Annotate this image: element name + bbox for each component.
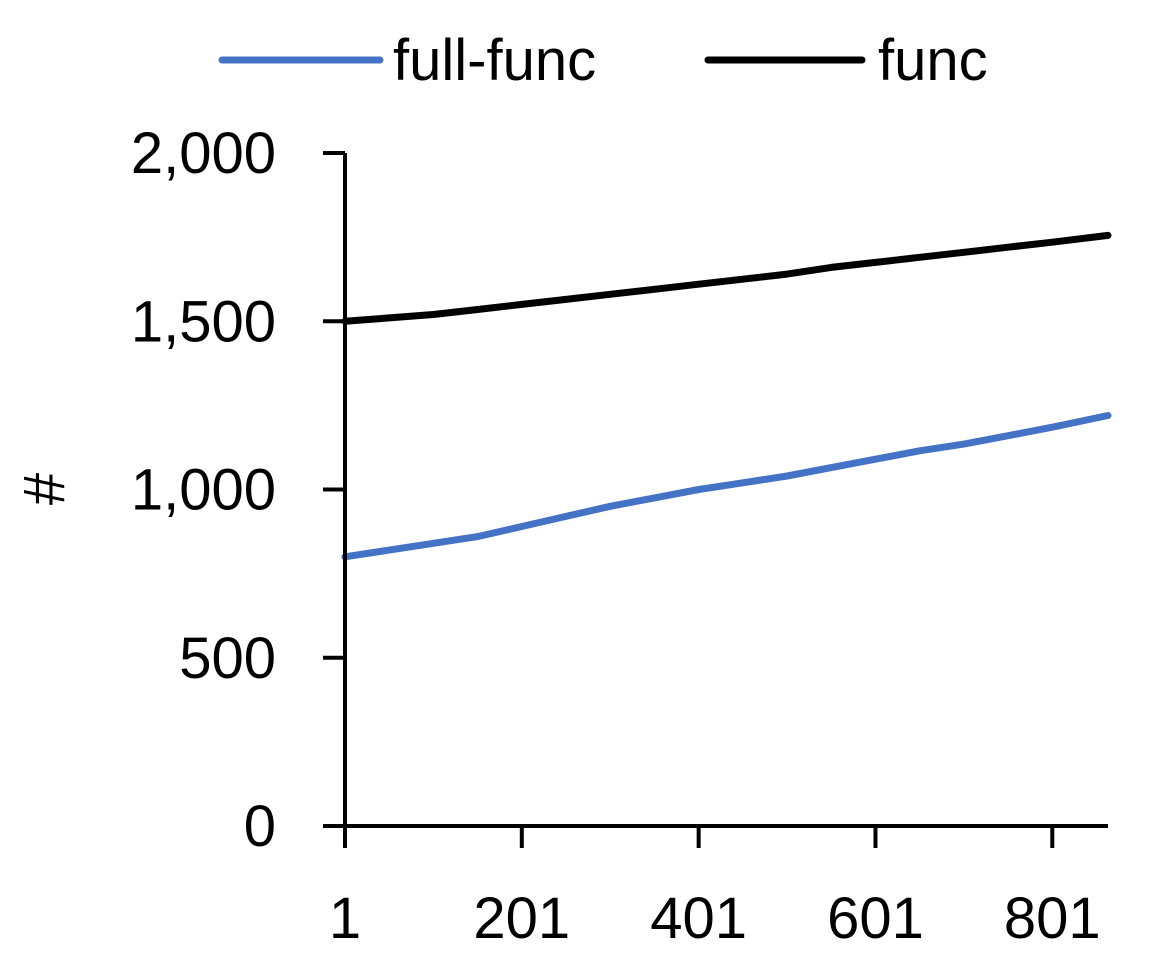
legend-label-0: full-func [393, 28, 596, 93]
plot-area [341, 231, 1112, 561]
x-tick-label: 601 [827, 886, 924, 951]
series-line-0 [341, 412, 1112, 561]
legend: full-func func [218, 28, 988, 93]
legend-label-1: func [878, 28, 988, 93]
x-tick-label: 801 [1004, 886, 1101, 951]
y-tick-label: 2,000 [131, 121, 276, 186]
x-tick-label: 1 [329, 886, 361, 951]
series-line-1 [341, 231, 1112, 325]
x-tick-label: 401 [650, 886, 747, 951]
x-tick-label: 201 [473, 886, 570, 951]
y-tick-label: 1,500 [131, 289, 276, 354]
y-tick-label: 1,000 [131, 458, 276, 523]
y-tick-label: 500 [179, 626, 276, 691]
y-axis-label: # [12, 473, 77, 505]
axes: 0 500 1,000 1,500 2,000 1 201 401 601 801 [131, 121, 1108, 951]
y-tick-label: 0 [244, 794, 276, 859]
